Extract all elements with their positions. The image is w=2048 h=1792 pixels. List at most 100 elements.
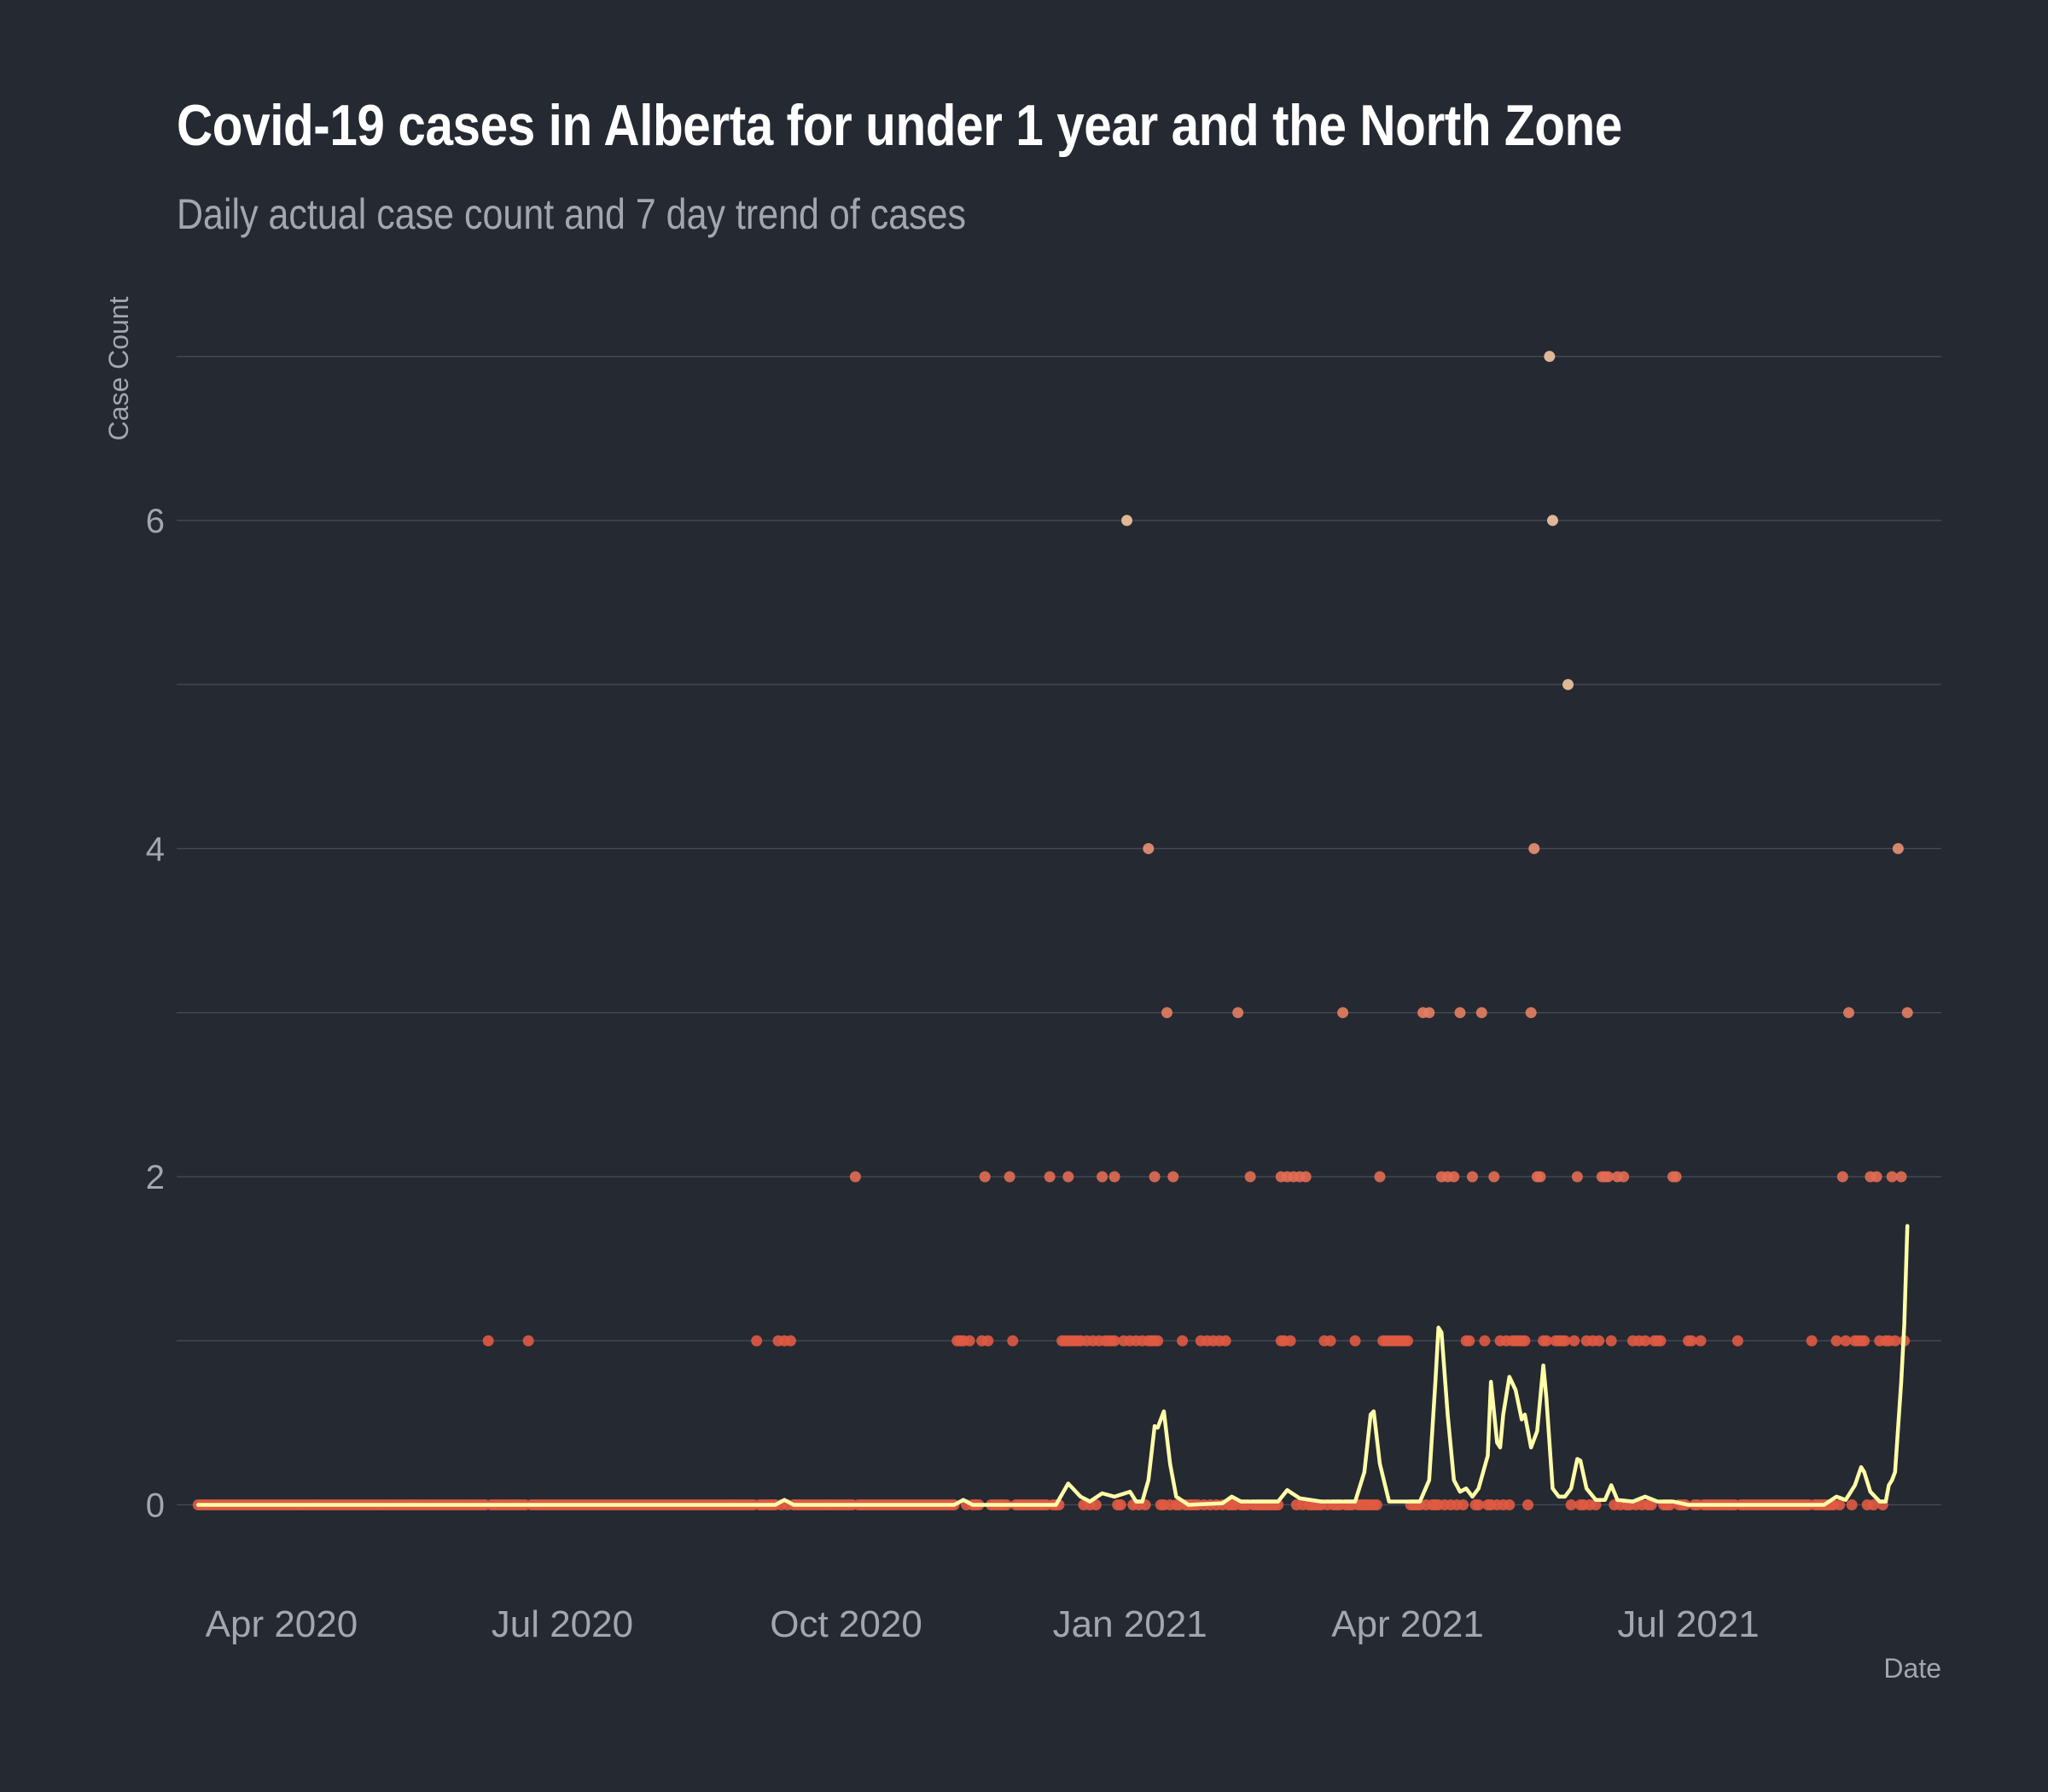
- x-tick-label: Oct 2020: [770, 1603, 922, 1645]
- y-tick-label: 6: [146, 503, 165, 540]
- data-point: [979, 1171, 991, 1183]
- data-point: [963, 1335, 975, 1347]
- data-point: [1886, 1171, 1898, 1183]
- x-tick-label: Jan 2021: [1053, 1603, 1207, 1645]
- data-point: [1603, 1171, 1615, 1183]
- data-point: [849, 1171, 861, 1183]
- data-point: [1374, 1171, 1386, 1183]
- data-point: [1525, 1007, 1537, 1019]
- data-point: [1568, 1335, 1580, 1347]
- data-point: [1889, 1335, 1901, 1347]
- data-point: [1337, 1007, 1349, 1019]
- data-point: [1843, 1007, 1855, 1019]
- trend-line-group: [196, 1224, 1910, 1507]
- data-point: [1402, 1335, 1414, 1347]
- data-point: [1108, 1171, 1120, 1183]
- data-point: [1466, 1171, 1478, 1183]
- data-point: [1528, 842, 1540, 854]
- data-point: [1593, 1335, 1605, 1347]
- x-tick-label: Apr 2020: [206, 1603, 358, 1645]
- data-point: [1670, 1171, 1682, 1183]
- data-point: [1473, 1498, 1485, 1510]
- data-point: [1695, 1335, 1707, 1347]
- data-point: [1834, 1498, 1846, 1510]
- data-point: [1618, 1171, 1630, 1183]
- x-tick-label: Jul 2021: [1617, 1603, 1759, 1645]
- data-point: [1867, 1498, 1879, 1510]
- gridlines: [177, 355, 1941, 1506]
- data-point: [1685, 1335, 1697, 1347]
- data-point: [1232, 1007, 1244, 1019]
- data-point: [1522, 1498, 1534, 1510]
- data-point: [1504, 1498, 1516, 1510]
- data-point: [1143, 842, 1155, 854]
- data-point: [1370, 1498, 1382, 1510]
- data-point: [1605, 1335, 1617, 1347]
- chart-title: Covid-19 cases in Alberta for under 1 ye…: [177, 93, 1622, 158]
- data-point: [1457, 1498, 1469, 1510]
- y-tick-label: 0: [146, 1487, 165, 1524]
- data-point: [1840, 1335, 1852, 1347]
- data-point: [1007, 1335, 1019, 1347]
- data-point: [482, 1335, 494, 1347]
- data-point: [1149, 1171, 1161, 1183]
- data-point: [1090, 1498, 1102, 1510]
- data-point: [1475, 1007, 1487, 1019]
- data-point: [1544, 351, 1556, 363]
- data-point: [1114, 1498, 1126, 1510]
- x-tick-label: Apr 2021: [1331, 1603, 1484, 1645]
- y-tick-label: 4: [146, 830, 165, 868]
- zero-count-points: [192, 1498, 1888, 1510]
- data-point: [1219, 1335, 1231, 1347]
- data-point: [1177, 1335, 1189, 1347]
- data-point: [1454, 1007, 1466, 1019]
- data-point: [982, 1335, 994, 1347]
- data-point: [1121, 515, 1133, 527]
- data-point: [1731, 1335, 1743, 1347]
- y-axis-title: Case Count: [103, 296, 134, 440]
- data-point: [1540, 1335, 1552, 1347]
- x-tick-label: Jul 2020: [492, 1603, 633, 1645]
- data-point: [1244, 1171, 1256, 1183]
- data-point: [1448, 1171, 1460, 1183]
- data-point: [1836, 1171, 1848, 1183]
- data-point: [1871, 1171, 1882, 1183]
- data-point: [1546, 515, 1558, 527]
- case-points: [482, 351, 1913, 1347]
- data-point: [1479, 1335, 1491, 1347]
- data-point: [1284, 1335, 1296, 1347]
- trend-line: [196, 1224, 1910, 1507]
- data-point: [1300, 1171, 1312, 1183]
- chart-subtitle: Daily actual case count and 7 day trend …: [177, 190, 967, 238]
- data-point: [1167, 1171, 1179, 1183]
- data-point: [1062, 1171, 1074, 1183]
- x-axis-title: Date: [1883, 1653, 1941, 1684]
- data-point: [1423, 1007, 1435, 1019]
- data-point: [751, 1335, 763, 1347]
- data-point: [1559, 1335, 1571, 1347]
- data-point: [1562, 678, 1574, 690]
- x-axis-ticks: Apr 2020 Jul 2020 Oct 2020 Jan 2021 Apr 2021…: [206, 1603, 1760, 1645]
- data-point: [522, 1335, 534, 1347]
- data-point: [1892, 842, 1904, 854]
- data-point: [1639, 1335, 1651, 1347]
- data-point: [1571, 1171, 1583, 1183]
- data-point: [1859, 1335, 1871, 1347]
- data-point: [1324, 1335, 1336, 1347]
- data-point: [1108, 1335, 1120, 1347]
- data-point: [1152, 1335, 1164, 1347]
- data-point: [1044, 1171, 1056, 1183]
- data-point: [1901, 1007, 1913, 1019]
- data-point: [784, 1335, 796, 1347]
- data-point: [1830, 1335, 1842, 1347]
- data-point: [1004, 1171, 1015, 1183]
- data-point: [1349, 1335, 1361, 1347]
- data-point: [1161, 1007, 1173, 1019]
- data-point: [1534, 1171, 1546, 1183]
- y-axis-ticks: 0 2 4 6: [146, 503, 165, 1525]
- data-point: [1565, 1498, 1577, 1510]
- data-point: [1806, 1335, 1818, 1347]
- data-point: [1097, 1171, 1108, 1183]
